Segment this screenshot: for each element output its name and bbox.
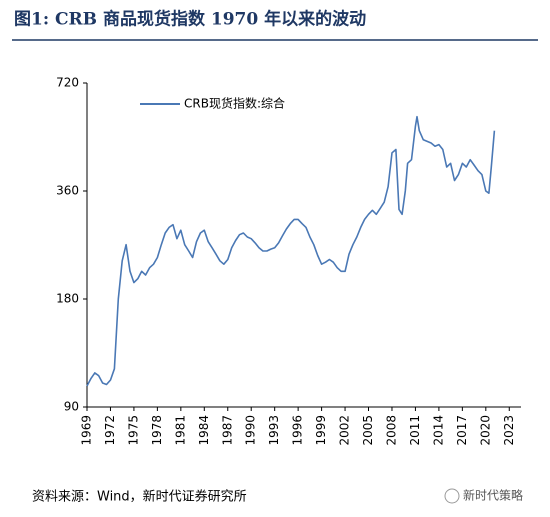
series-line: [86, 115, 496, 387]
x-tick-label: 2017: [455, 415, 469, 446]
x-tick-label: 2011: [408, 415, 422, 446]
x-tick-label: 1996: [291, 415, 305, 446]
watermark-icon: [444, 488, 460, 504]
x-tick-label: 1981: [173, 415, 187, 446]
x-tick-label: 2002: [338, 415, 352, 446]
x-tick-label: 2020: [478, 415, 492, 446]
y-tick-label: 90: [64, 400, 79, 414]
source-note: 资料来源：Wind，新时代证券研究所: [32, 489, 247, 505]
x-tick-label: 1975: [126, 415, 140, 446]
legend-label: CRB现货指数:综合: [184, 96, 285, 111]
x-tick-label: 2005: [361, 415, 375, 446]
x-tick-label: 1972: [103, 415, 117, 446]
x-tick-label: 1993: [267, 415, 281, 446]
x-tick-label: 2014: [431, 415, 445, 446]
x-tick-label: 1987: [220, 415, 234, 446]
x-tick-label: 2008: [384, 415, 398, 446]
y-tick-label: 720: [56, 76, 79, 90]
y-tick-label: 360: [56, 184, 79, 198]
x-tick-label: 1984: [197, 415, 211, 446]
watermark: 新时代策略: [463, 488, 523, 503]
x-tick-label: 1978: [150, 415, 164, 446]
chart-title: 图1: CRB 商品现货指数 1970 年以来的波动: [14, 9, 366, 30]
x-tick-label: 1999: [314, 415, 328, 446]
x-tick-label: 1969: [80, 415, 94, 446]
x-tick-label: 1990: [244, 415, 258, 446]
x-tick-label: 2023: [502, 415, 516, 446]
y-tick-label: 180: [56, 292, 79, 306]
